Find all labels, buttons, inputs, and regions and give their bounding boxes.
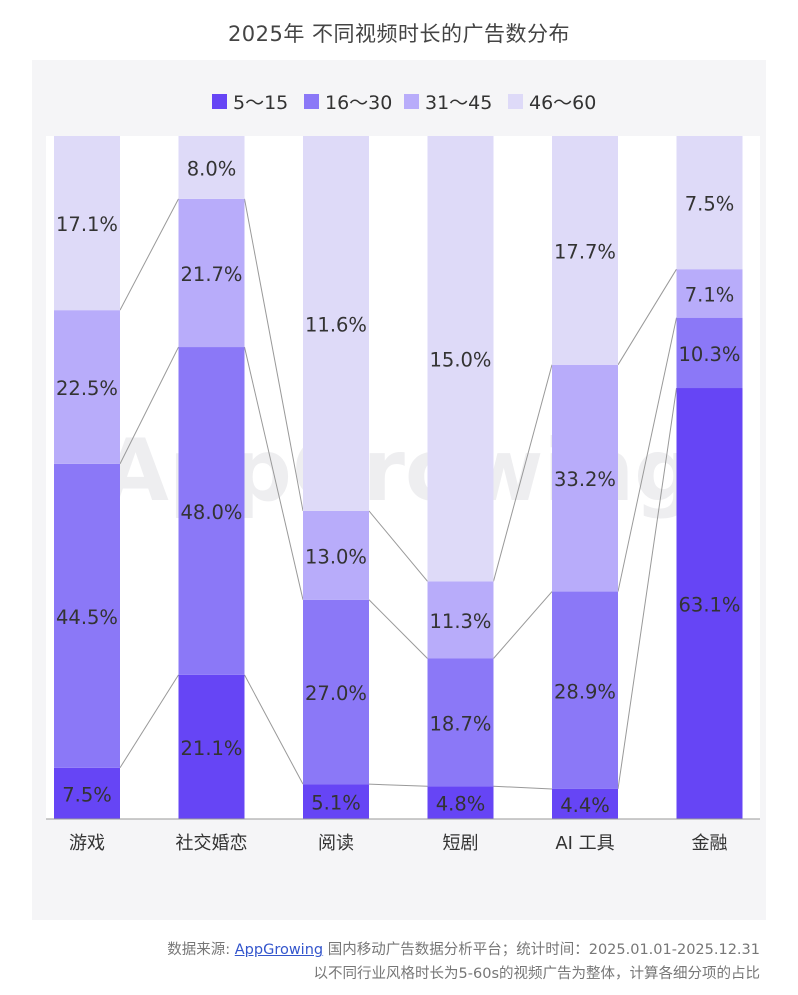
data-label: 21.1% xyxy=(181,737,243,760)
connector-line xyxy=(244,198,304,512)
bar-segment xyxy=(427,786,494,819)
legend-swatch xyxy=(508,94,523,109)
bar-segment xyxy=(178,198,245,348)
connector-line xyxy=(244,346,304,600)
legend-label: 31～45 xyxy=(425,92,492,114)
data-label: 7.5% xyxy=(685,193,735,216)
bar-segment xyxy=(676,269,743,318)
bar-segment xyxy=(676,317,743,389)
chart-panel: AppGrowing 7.5% 44.5% 22.5% 17.1% 游戏 21.1% 48.0… xyxy=(32,60,766,920)
source-link[interactable]: AppGrowing xyxy=(234,942,324,958)
data-label: 4.4% xyxy=(560,794,610,817)
bar-segment xyxy=(552,788,618,819)
connector-line xyxy=(368,599,428,659)
data-label: 48.0% xyxy=(181,501,243,524)
legend-label: 5～15 xyxy=(233,92,288,114)
bar-segment xyxy=(303,784,369,819)
bar-segment xyxy=(303,510,369,600)
plot-area xyxy=(46,136,760,819)
data-source-note: 数据来源: AppGrowing 国内移动广告数据分析平台；统计时间：2025.… xyxy=(20,938,760,986)
legend-label: 46～60 xyxy=(529,92,596,114)
source-note-line: 以不同行业风格时长为5-60s的视频广告为整体，计算各细分项的占比 xyxy=(313,966,760,982)
connector-line xyxy=(493,785,553,790)
data-label: 17.7% xyxy=(554,240,616,263)
legend-swatch xyxy=(304,94,319,109)
connector-line xyxy=(244,674,304,785)
data-label: 7.1% xyxy=(685,283,735,306)
category-label: 阅读 xyxy=(318,833,354,854)
data-label: 11.3% xyxy=(430,610,492,633)
bar-segment xyxy=(303,599,369,785)
data-label: 8.0% xyxy=(187,157,237,180)
connector-line xyxy=(119,346,179,465)
bar-segment xyxy=(552,364,618,592)
legend-label: 16～30 xyxy=(325,92,392,114)
data-label: 13.0% xyxy=(305,545,367,568)
bar-segment xyxy=(303,136,369,511)
bar-segment xyxy=(427,581,494,659)
category-label: AI 工具 xyxy=(555,833,614,854)
bar-segment xyxy=(676,388,743,819)
source-suffix: 国内移动广告数据分析平台；统计时间：2025.01.01-2025.12.31 xyxy=(323,942,760,958)
category-label: 短剧 xyxy=(443,833,479,854)
bar-segment xyxy=(552,136,618,365)
legend-swatch xyxy=(212,94,227,109)
bar-segment xyxy=(427,136,494,582)
connector-line xyxy=(119,674,179,769)
data-label: 44.5% xyxy=(56,606,118,629)
data-label: 17.1% xyxy=(56,213,118,236)
data-label: 21.7% xyxy=(181,263,243,286)
data-label: 27.0% xyxy=(305,682,367,705)
connector-line xyxy=(617,387,677,790)
data-label: 7.5% xyxy=(62,783,112,806)
connector-line xyxy=(493,364,553,582)
connector-line xyxy=(617,268,677,366)
data-label: 5.1% xyxy=(311,792,361,815)
data-label: 4.8% xyxy=(436,793,486,816)
data-label: 11.6% xyxy=(305,313,367,336)
data-label: 28.9% xyxy=(554,680,616,703)
source-line: 数据来源: AppGrowing 国内移动广告数据分析平台；统计时间：2025.… xyxy=(20,938,760,962)
bar-segment xyxy=(54,463,120,768)
bar-segment xyxy=(676,136,743,270)
category-label: 社交婚恋 xyxy=(176,832,248,854)
bar-segment xyxy=(427,658,494,787)
connector-line xyxy=(493,591,553,659)
bar-segment xyxy=(178,136,245,199)
data-label: 10.3% xyxy=(679,343,741,366)
connector-line xyxy=(368,783,428,787)
data-label: 22.5% xyxy=(56,377,118,400)
connector-line xyxy=(617,317,677,592)
connector-line xyxy=(368,510,428,582)
data-label: 18.7% xyxy=(430,712,492,735)
connector-line xyxy=(119,198,179,311)
source-prefix: 数据来源: xyxy=(167,942,235,958)
bar-segment xyxy=(552,591,618,789)
category-label: 游戏 xyxy=(69,833,105,854)
stacked-bar-chart: AppGrowing7.5%44.5%22.5%17.1%游戏21.1%48.0… xyxy=(46,92,760,854)
bar-segment xyxy=(178,347,245,675)
bar-segment xyxy=(54,767,120,819)
legend-swatch xyxy=(404,94,419,109)
data-label: 15.0% xyxy=(430,349,492,372)
chart-title: 2025年 不同视频时长的广告数分布 xyxy=(227,22,571,46)
bar-segment xyxy=(54,136,120,311)
bar-segment xyxy=(54,310,120,464)
bar-segment xyxy=(178,674,245,819)
category-label: 金融 xyxy=(692,833,728,854)
data-label: 63.1% xyxy=(679,594,741,617)
data-label: 33.2% xyxy=(554,468,616,491)
